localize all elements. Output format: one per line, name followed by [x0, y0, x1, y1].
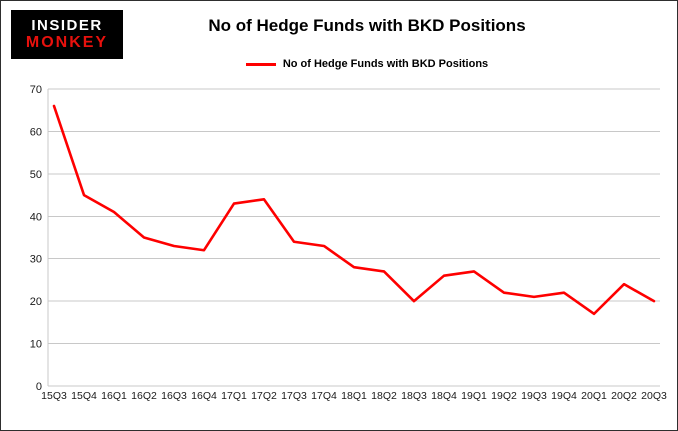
x-axis-tick-label: 18Q3	[401, 390, 427, 402]
x-axis-tick-label: 16Q1	[101, 390, 127, 402]
y-axis-tick-label: 30	[30, 254, 42, 266]
insider-monkey-logo: INSIDER MONKEY	[11, 10, 123, 59]
y-axis-tick-label: 60	[30, 126, 42, 138]
y-axis-tick-label: 0	[36, 381, 42, 393]
y-axis-tick-label: 10	[30, 339, 42, 351]
x-axis-tick-label: 18Q1	[341, 390, 367, 402]
x-axis-tick-label: 17Q4	[311, 390, 337, 402]
y-axis-tick-label: 40	[30, 211, 42, 223]
x-axis-tick-label: 18Q4	[431, 390, 457, 402]
x-axis-tick-label: 19Q4	[551, 390, 577, 402]
x-axis-tick-label: 16Q2	[131, 390, 157, 402]
chart-title: No of Hedge Funds with BKD Positions	[208, 16, 526, 35]
x-axis-tick-label: 20Q1	[581, 390, 607, 402]
x-axis-tick-label: 19Q3	[521, 390, 547, 402]
legend-line-swatch	[245, 62, 276, 66]
x-axis-tick-label: 17Q2	[251, 390, 277, 402]
logo-text-insider: INSIDER	[31, 16, 103, 34]
x-axis-tick-label: 18Q2	[371, 390, 397, 402]
x-axis-tick-label: 17Q1	[221, 390, 247, 402]
x-axis-tick-label: 16Q3	[161, 390, 187, 402]
x-axis-tick-label: 19Q1	[461, 390, 487, 402]
legend: No of Hedge Funds with BKD Positions	[1, 58, 677, 70]
logo-text-monkey: MONKEY	[25, 33, 109, 51]
series-line	[52, 104, 656, 316]
y-axis-tick-label: 20	[30, 296, 42, 308]
x-axis-tick-label: 15Q3	[41, 390, 67, 402]
x-axis-tick-label: 20Q3	[641, 390, 667, 402]
y-axis-tick-label: 50	[30, 169, 42, 181]
x-axis-tick-label: 16Q4	[191, 390, 217, 402]
y-axis-tick-label: 70	[30, 84, 42, 96]
x-axis-tick-label: 20Q2	[611, 390, 637, 402]
x-axis-tick-label: 19Q2	[491, 390, 517, 402]
x-axis-tick-label: 17Q3	[281, 390, 307, 402]
x-axis-tick-label: 15Q4	[71, 390, 97, 402]
legend-series-label: No of Hedge Funds with BKD Positions	[282, 58, 489, 70]
